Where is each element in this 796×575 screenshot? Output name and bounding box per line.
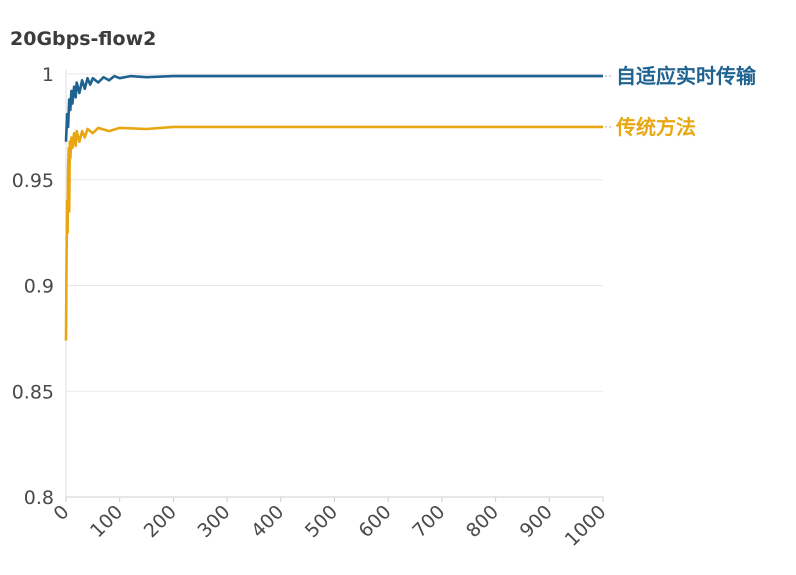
y-tick-label: 0.9 bbox=[24, 276, 54, 298]
series-label-1: 传统方法 bbox=[615, 115, 696, 139]
y-tick-label: 0.95 bbox=[12, 170, 54, 192]
x-tick-label: 400 bbox=[247, 501, 288, 542]
series-line-0 bbox=[64, 74, 603, 142]
series-label-0: 自适应实时传输 bbox=[616, 64, 757, 88]
x-tick-label: 300 bbox=[193, 501, 234, 542]
x-tick-label: 500 bbox=[301, 501, 342, 542]
y-tick-label: 1 bbox=[42, 64, 54, 86]
series-line-1 bbox=[64, 125, 603, 341]
x-tick-label: 200 bbox=[140, 501, 181, 542]
y-tick-label: 0.85 bbox=[12, 381, 54, 403]
x-tick-label: 1000 bbox=[561, 501, 611, 551]
x-tick-label: 900 bbox=[516, 501, 557, 542]
x-tick-label: 0 bbox=[49, 501, 73, 525]
chart-title: 20Gbps-flow2 bbox=[10, 28, 157, 50]
x-tick-label: 800 bbox=[462, 501, 503, 542]
x-tick-label: 100 bbox=[86, 501, 127, 542]
y-tick-label: 0.8 bbox=[24, 487, 54, 509]
x-tick-label: 700 bbox=[408, 501, 449, 542]
x-axis-ticks: 0 100 200 300 400 500 600 700 800 900 1000 bbox=[49, 497, 611, 551]
series-lines bbox=[64, 74, 603, 341]
grid-lines bbox=[66, 73, 603, 498]
x-tick-label: 600 bbox=[355, 501, 396, 542]
y-axis-ticks: 0.8 0.85 0.9 0.95 1 bbox=[12, 64, 54, 509]
axes bbox=[65, 70, 603, 498]
